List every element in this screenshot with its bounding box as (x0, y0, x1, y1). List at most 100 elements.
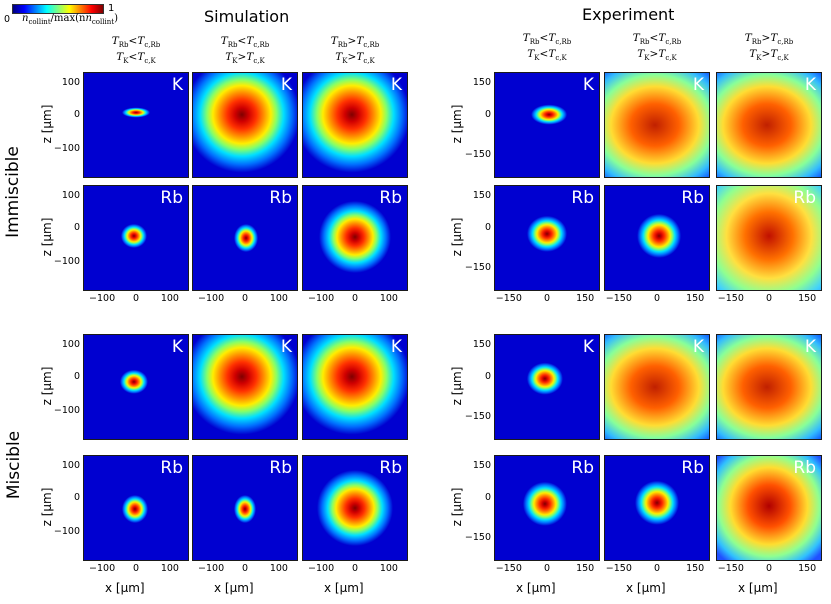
exp-xtick: −150 (605, 293, 632, 304)
z-axis-label: z [μm] (450, 217, 464, 257)
exp-ytick: 0 (484, 371, 491, 383)
species-label: Rb (793, 188, 816, 208)
exp-xtick: 0 (765, 563, 773, 574)
column-header-line2: TK>Tc,K (225, 51, 265, 66)
density-panel-r1-c4: K (494, 72, 600, 178)
species-label: Rb (571, 188, 594, 208)
exp-xtick: −150 (495, 563, 522, 574)
sim-xtick: 0 (132, 293, 140, 304)
sim-xtick: −100 (198, 563, 225, 574)
sim-ytick: 100 (61, 189, 80, 201)
exp-ytick: 150 (472, 338, 491, 350)
sim-xtick: −100 (308, 563, 335, 574)
sim-xtick: 0 (351, 563, 359, 574)
x-axis-label: x [μm] (105, 581, 145, 595)
species-label: K (804, 75, 816, 95)
exp-xtick: 150 (576, 293, 595, 304)
species-label: Rb (269, 188, 292, 208)
x-axis-label: x [μm] (626, 581, 666, 595)
simulation-header: Simulation (204, 7, 290, 26)
density-panel-r3-c2: K (192, 334, 298, 440)
sim-ytick: −100 (53, 405, 80, 417)
exp-ytick: 150 (472, 459, 491, 471)
column-header-line2: TK>Tc,K (637, 48, 677, 63)
species-label: K (280, 337, 292, 357)
density-panel-r1-c1: K (83, 72, 189, 178)
sim-xtick: −100 (308, 293, 335, 304)
exp-xtick: −150 (717, 563, 744, 574)
z-axis-label: z [μm] (450, 487, 464, 527)
density-panel-r1-c5: K (604, 72, 710, 178)
sim-ytick: 0 (73, 371, 80, 383)
column-header-line1: TRb<Tc,Rb (522, 32, 572, 47)
species-label: K (280, 75, 292, 95)
exp-xtick: 150 (798, 563, 817, 574)
exp-ytick: −150 (464, 410, 491, 422)
z-axis-label: z [μm] (450, 104, 464, 144)
sim-xtick: −100 (89, 563, 116, 574)
exp-ytick: 0 (484, 109, 491, 121)
column-header-line1: TRb>Tc,Rb (744, 32, 794, 47)
sim-ytick: 100 (61, 76, 80, 88)
density-panel-r2-c1: Rb (83, 185, 189, 291)
row-label-immiscible: Immiscible (3, 146, 23, 238)
sim-ytick: −100 (53, 143, 80, 155)
sim-xtick: 100 (160, 563, 179, 574)
column-header-line2: TK<Tc,K (116, 51, 156, 66)
sim-xtick: −100 (89, 293, 116, 304)
density-panel-r4-c1: Rb (83, 455, 189, 561)
sim-ytick: 0 (73, 222, 80, 234)
species-label: Rb (160, 458, 183, 478)
exp-xtick: 150 (686, 563, 705, 574)
column-header-4: TRb<Tc,Rb TK<Tc,K (494, 32, 600, 64)
sim-ytick: 0 (73, 109, 80, 121)
species-label: K (692, 75, 704, 95)
sim-xtick: 100 (379, 293, 398, 304)
sim-xtick: 100 (269, 563, 288, 574)
density-panel-r4-c5: Rb (604, 455, 710, 561)
sim-xtick: 100 (160, 293, 179, 304)
density-panel-r1-c3: K (302, 72, 408, 178)
density-panel-r4-c3: Rb (302, 455, 408, 561)
species-label: K (171, 337, 183, 357)
density-panel-r4-c4: Rb (494, 455, 600, 561)
sim-xtick: −100 (198, 293, 225, 304)
colorbar-label: ncollint/max(nncollint) (22, 13, 118, 26)
exp-ytick: 150 (472, 189, 491, 201)
x-axis-label: x [μm] (738, 581, 778, 595)
column-header-2: TRb<Tc,Rb TK>Tc,K (192, 35, 298, 67)
species-label: K (582, 75, 594, 95)
exp-xtick: 150 (576, 563, 595, 574)
density-panel-r3-c4: K (494, 334, 600, 440)
exp-xtick: −150 (605, 563, 632, 574)
species-label: K (692, 337, 704, 357)
exp-ytick: −150 (464, 148, 491, 160)
species-label: Rb (379, 458, 402, 478)
sim-ytick: 0 (73, 492, 80, 504)
exp-xtick: 0 (653, 293, 661, 304)
exp-ytick: 0 (484, 222, 491, 234)
density-panel-r2-c3: Rb (302, 185, 408, 291)
experiment-header: Experiment (582, 5, 675, 24)
sim-ytick: −100 (53, 526, 80, 538)
density-panel-r4-c2: Rb (192, 455, 298, 561)
species-label: Rb (160, 188, 183, 208)
column-header-5: TRb<Tc,Rb TK>Tc,K (604, 32, 710, 64)
exp-ytick: 0 (484, 492, 491, 504)
species-label: Rb (269, 458, 292, 478)
exp-xtick: −150 (717, 293, 744, 304)
sim-xtick: 100 (379, 563, 398, 574)
column-header-6: TRb>Tc,Rb TK>Tc,K (716, 32, 822, 64)
density-panel-r2-c6: Rb (716, 185, 822, 291)
exp-xtick: 150 (798, 293, 817, 304)
column-header-line1: TRb>Tc,Rb (330, 35, 380, 50)
density-panel-r2-c4: Rb (494, 185, 600, 291)
sim-xtick: 0 (132, 563, 140, 574)
exp-ytick: −150 (464, 261, 491, 273)
density-panel-r3-c6: K (716, 334, 822, 440)
z-axis-label: z [μm] (40, 217, 54, 257)
colorbar (12, 4, 104, 14)
species-label: K (582, 337, 594, 357)
density-panel-r2-c2: Rb (192, 185, 298, 291)
sim-xtick: 0 (241, 293, 249, 304)
